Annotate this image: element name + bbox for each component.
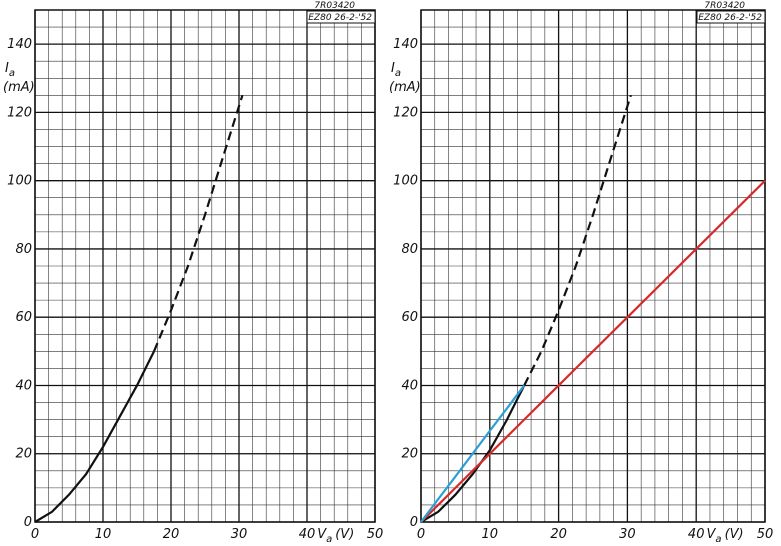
y-axis-unit: (mA)	[3, 80, 35, 95]
x-tick-label: 40	[299, 527, 316, 542]
x-tick-label: 10	[95, 527, 112, 542]
y-axis-subscript: a	[395, 68, 401, 79]
x-axis-subscript: a	[715, 534, 721, 545]
y-tick-label: 0	[24, 515, 32, 530]
y-tick-label: 120	[393, 105, 418, 120]
y-tick-label: 60	[401, 310, 418, 325]
x-tick-label: 50	[757, 527, 774, 542]
annotation: 7R03420	[704, 1, 745, 11]
y-axis-label: Ia	[391, 61, 401, 79]
y-tick-label: 100	[393, 174, 418, 189]
x-tick-label: 10	[482, 527, 499, 542]
y-tick-label: 140	[7, 37, 32, 52]
y-tick-label: 20	[401, 447, 418, 462]
annotation: EZ80 26-2-'52	[308, 13, 372, 23]
y-axis-label: Ia	[5, 61, 15, 79]
curve	[34, 350, 155, 523]
x-tick-label: 20	[163, 527, 180, 542]
x-axis-label: Va (V)	[317, 527, 354, 545]
annotation: 7R03420	[314, 1, 355, 11]
y-tick-label: 20	[15, 447, 32, 462]
x-axis-subscript: a	[326, 534, 332, 545]
x-tick-label: 30	[619, 527, 636, 542]
annotation-box	[696, 10, 766, 24]
y-tick-label: 120	[7, 105, 32, 120]
y-axis-symbol: I	[391, 61, 395, 76]
y-tick-label: 80	[15, 242, 32, 257]
x-axis-symbol: V	[317, 527, 327, 542]
y-tick-label: 140	[393, 37, 418, 52]
plot-frame	[420, 9, 766, 523]
y-tick-label: 0	[410, 515, 418, 530]
y-tick-label: 40	[15, 378, 32, 393]
x-tick-label: 20	[550, 527, 567, 542]
annotation: EZ80 26-2-'52	[698, 13, 762, 23]
x-axis-unit: (V)	[725, 527, 744, 542]
x-tick-label: 50	[367, 527, 384, 542]
curve	[420, 384, 526, 523]
annotation-box	[306, 10, 376, 24]
curve	[523, 94, 632, 386]
y-axis-subscript: a	[9, 68, 15, 79]
curve	[420, 384, 526, 523]
x-tick-label: 40	[688, 527, 705, 542]
x-tick-label: 30	[231, 527, 248, 542]
plot-frame	[34, 9, 376, 523]
curve	[420, 179, 766, 523]
x-axis-label: Va (V)	[707, 527, 744, 545]
y-tick-label: 100	[7, 174, 32, 189]
y-tick-label: 60	[15, 310, 32, 325]
x-axis-unit: (V)	[335, 527, 354, 542]
y-tick-label: 40	[401, 378, 418, 393]
y-tick-label: 80	[401, 242, 418, 257]
x-tick-label: 0	[417, 527, 425, 542]
y-axis-symbol: I	[5, 61, 9, 76]
y-axis-unit: (mA)	[389, 80, 421, 95]
x-tick-label: 0	[31, 527, 39, 542]
curve	[152, 95, 244, 352]
x-axis-symbol: V	[707, 527, 717, 542]
